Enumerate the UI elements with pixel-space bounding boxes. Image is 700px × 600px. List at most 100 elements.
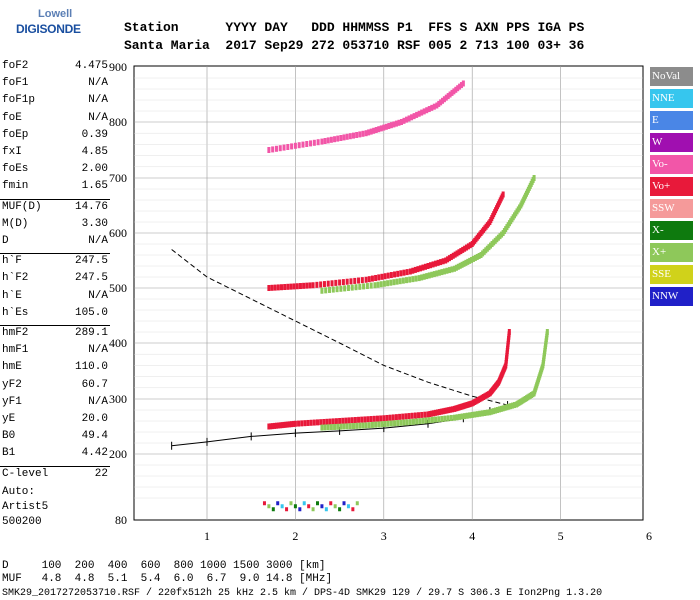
- param-name: B1: [2, 447, 16, 460]
- param-name: h`F2: [2, 272, 29, 285]
- echo-point: [417, 110, 421, 117]
- echo-point: [369, 128, 373, 135]
- echo-point: [463, 413, 467, 420]
- echo-point: [383, 273, 387, 280]
- es-echo-point: [280, 504, 284, 509]
- echo-point: [367, 276, 371, 283]
- echo-point: [289, 283, 293, 290]
- param-row: foF1 N/A: [2, 77, 108, 94]
- echo-point: [392, 121, 396, 128]
- es-echo-point: [346, 504, 350, 509]
- echo-point: [319, 281, 323, 288]
- echo-point: [499, 405, 503, 412]
- echo-point: [362, 283, 366, 290]
- echo-point: [498, 233, 502, 240]
- echo-point: [280, 422, 284, 429]
- param-value: 20.0: [81, 413, 108, 425]
- echo-point: [408, 276, 412, 283]
- echo-point: [269, 423, 273, 430]
- param-name: yF2: [2, 378, 22, 391]
- param-name: fxI: [2, 146, 22, 158]
- echo-point: [441, 97, 445, 104]
- echo-point: [351, 423, 355, 430]
- echo-point: [463, 245, 467, 252]
- echo-point: [339, 135, 343, 141]
- echo-point: [367, 422, 371, 429]
- param-name: foF2: [2, 60, 29, 72]
- param-value: N/A: [88, 94, 108, 107]
- echo-point: [501, 191, 505, 198]
- echo-point: [377, 274, 381, 281]
- echo-point: [342, 134, 346, 141]
- echo-point: [475, 411, 479, 418]
- echo-point: [449, 415, 453, 422]
- echo-point: [457, 249, 461, 256]
- echo-point: [430, 416, 434, 423]
- echo-point: [274, 422, 278, 429]
- logo-line-2: DIGISONDE: [16, 22, 81, 36]
- legend-item: X-: [650, 221, 693, 240]
- header-labels: Station YYYY DAY DDD HHMMSS P1 FFS S AXN…: [124, 20, 585, 35]
- echo-point: [324, 287, 328, 294]
- legend-item: NNE: [650, 89, 693, 108]
- echo-point: [402, 419, 406, 426]
- echo-point: [312, 419, 316, 426]
- echo-point: [487, 244, 491, 251]
- echo-point: [372, 127, 376, 134]
- echo-point: [466, 243, 470, 250]
- es-echo-point: [293, 504, 297, 509]
- echo-point: [343, 285, 347, 292]
- param-row: M(D) 3.30: [2, 218, 108, 235]
- es-echo-point: [333, 504, 337, 509]
- echo-point: [475, 253, 479, 260]
- echo-point: [413, 266, 417, 273]
- echo-point: [444, 94, 448, 101]
- es-echo-point: [302, 501, 306, 506]
- echo-point: [364, 422, 368, 429]
- echo-point: [394, 414, 398, 421]
- x-tick-label: 6: [646, 529, 652, 543]
- echo-point: [382, 124, 386, 131]
- echo-point: [341, 279, 345, 286]
- echo-point: [334, 418, 338, 425]
- param-value: 0.39: [81, 128, 108, 141]
- echo-point: [328, 418, 332, 425]
- echo-point: [393, 271, 397, 278]
- echo-point: [357, 277, 361, 284]
- logo-line-1: Lowell: [38, 8, 73, 20]
- param-row: fmin 1.65: [2, 180, 108, 197]
- echo-point: [427, 417, 431, 424]
- echo-point: [416, 266, 420, 273]
- echo-point: [405, 116, 409, 123]
- echo-point: [494, 407, 498, 414]
- echo-point: [333, 136, 337, 143]
- echo-point: [473, 254, 477, 261]
- echo-point: [405, 419, 409, 426]
- echo-point: [300, 420, 304, 427]
- echo-point: [286, 283, 290, 290]
- echo-point: [399, 119, 403, 125]
- echo-point: [489, 242, 493, 249]
- echo-point: [388, 414, 392, 421]
- param-value: 60.7: [81, 378, 108, 391]
- echo-point: [410, 412, 414, 419]
- echo-point: [298, 283, 302, 290]
- param-row: h`E N/A: [2, 290, 108, 307]
- echo-point: [443, 407, 447, 414]
- auto-code: 500200: [2, 516, 42, 528]
- echo-point: [425, 107, 429, 114]
- echo-point: [308, 282, 312, 289]
- echo-point: [434, 260, 438, 267]
- echo-point: [354, 284, 358, 291]
- echo-point: [431, 261, 435, 268]
- echo-point: [436, 259, 440, 266]
- echo-point: [274, 145, 278, 152]
- echo-point: [355, 422, 359, 429]
- echo-point: [271, 423, 275, 430]
- param-name: foF1p: [2, 94, 36, 107]
- param-name: B0: [2, 430, 16, 443]
- echo-point: [447, 255, 451, 262]
- echo-point: [461, 246, 465, 253]
- param-name: hmE: [2, 361, 22, 374]
- echo-point: [473, 411, 477, 418]
